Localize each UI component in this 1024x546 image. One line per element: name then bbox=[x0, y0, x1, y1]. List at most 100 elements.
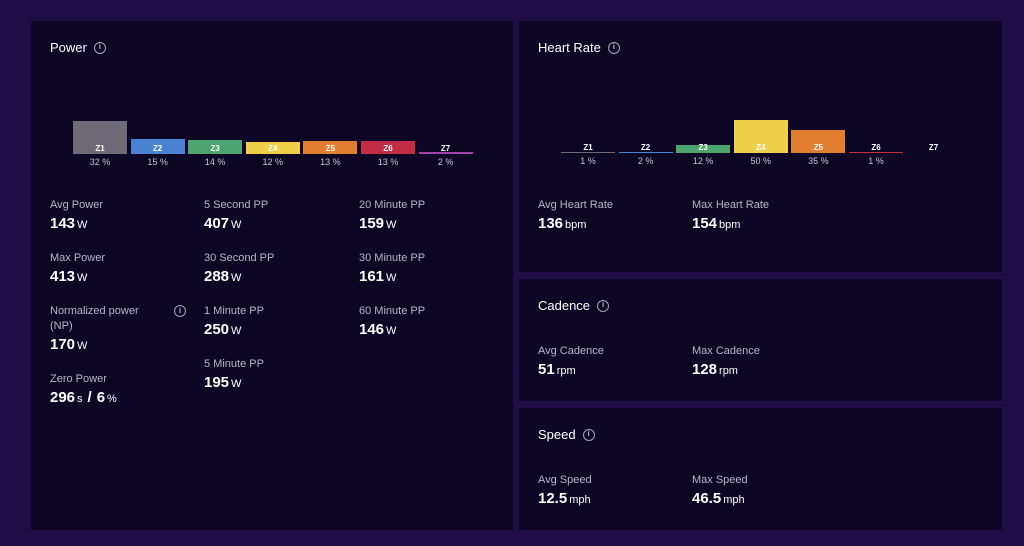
cadence-title: Cadence i bbox=[538, 298, 610, 313]
power-zone-z7: Z7 2 % bbox=[418, 121, 473, 167]
pp-30m-value: 161 W bbox=[359, 268, 397, 285]
power-zone-percent: 2 % bbox=[437, 157, 454, 167]
info-icon[interactable]: i bbox=[174, 305, 186, 317]
pp-30m-stat: 30 Minute PP 161 W bbox=[359, 251, 425, 285]
avg-heart-rate-stat: Avg Heart Rate 136 bpm bbox=[538, 198, 613, 232]
pp-60m-stat: 60 Minute PP 146 W bbox=[359, 304, 425, 338]
heart-rate-title-text: Heart Rate bbox=[538, 40, 601, 55]
info-icon[interactable]: i bbox=[582, 428, 595, 441]
heart-rate-zone-name: Z7 bbox=[928, 143, 939, 152]
power-zone-bar bbox=[188, 139, 243, 154]
avg-power-value: 143 W bbox=[50, 215, 88, 232]
pp-20m-value: 159 W bbox=[359, 215, 397, 232]
max-heart-rate-stat: Max Heart Rate 154 bpm bbox=[692, 198, 769, 232]
avg-cadence-label: Avg Cadence bbox=[538, 345, 604, 357]
max-heart-rate-value: 154 bpm bbox=[692, 215, 741, 232]
heart-rate-zone-z4: Z4 50 % bbox=[733, 120, 788, 166]
pp-5s-label: 5 Second PP bbox=[204, 199, 269, 211]
max-cadence-stat: Max Cadence 128 rpm bbox=[692, 344, 760, 378]
np-value: 170 W bbox=[50, 336, 88, 353]
power-zone-bar bbox=[245, 141, 300, 154]
speed-title: Speed i bbox=[538, 427, 595, 442]
pp-5m-label: 5 Minute PP bbox=[204, 358, 264, 370]
heart-rate-title: Heart Rate i bbox=[538, 40, 620, 55]
power-zone-percent: 15 % bbox=[147, 157, 168, 167]
pp-30m-label: 30 Minute PP bbox=[359, 252, 426, 264]
pp-60m-value: 146 W bbox=[359, 321, 397, 338]
power-zone-z3: Z3 14 % bbox=[188, 121, 243, 167]
heart-rate-zone-name: Z1 bbox=[583, 143, 593, 152]
speed-panel: Speed i Avg Speed 12.5 mph Max Speed 46.5… bbox=[519, 408, 1002, 530]
avg-cadence-value: 51 rpm bbox=[538, 361, 576, 378]
cadence-title-text: Cadence bbox=[538, 298, 591, 313]
max-speed-value: 46.5 mph bbox=[692, 490, 745, 507]
avg-cadence-stat: Avg Cadence 51 rpm bbox=[538, 344, 604, 378]
avg-speed-label: Avg Speed bbox=[538, 474, 592, 486]
max-power-label: Max Power bbox=[50, 252, 106, 264]
heart-rate-zone-bar bbox=[849, 151, 903, 153]
power-zone-bar bbox=[303, 140, 358, 154]
power-zone-name: Z5 bbox=[325, 144, 336, 153]
power-zone-percent: 13 % bbox=[320, 157, 341, 167]
pp-5s-stat: 5 Second PP 407 W bbox=[204, 198, 268, 232]
info-icon[interactable]: i bbox=[93, 41, 106, 54]
heart-rate-zone-name: Z5 bbox=[813, 143, 824, 152]
power-zone-name: Z2 bbox=[152, 144, 163, 153]
power-zone-bar bbox=[73, 121, 127, 154]
heart-rate-zone-bar bbox=[618, 151, 673, 153]
heart-rate-zone-bar bbox=[733, 120, 788, 153]
power-zone-percent: 32 % bbox=[89, 157, 111, 167]
zero-power-label: Zero Power bbox=[50, 373, 107, 385]
np-label: Normalized power (NP) bbox=[50, 305, 139, 332]
power-title-text: Power bbox=[50, 40, 87, 55]
power-zone-z1: Z1 32 % bbox=[73, 121, 127, 167]
heart-rate-zone-name: Z4 bbox=[756, 143, 766, 152]
pp-20m-stat: 20 Minute PP 159 W bbox=[359, 198, 425, 232]
pp-1m-stat: 1 Minute PP 250 W bbox=[204, 304, 264, 338]
heart-rate-zone-percent: 12 % bbox=[692, 156, 714, 166]
heart-rate-zone-percent: 35 % bbox=[808, 156, 829, 166]
max-speed-label: Max Speed bbox=[692, 474, 748, 486]
heart-rate-zone-z2: Z2 2 % bbox=[618, 120, 673, 166]
power-zone-percent: 14 % bbox=[204, 157, 226, 167]
avg-speed-value: 12.5 mph bbox=[538, 490, 591, 507]
speed-title-text: Speed bbox=[538, 427, 576, 442]
power-zone-name: Z1 bbox=[95, 144, 105, 153]
pp-5s-value: 407 W bbox=[204, 215, 242, 232]
heart-rate-zone-z1: Z1 1 % bbox=[561, 120, 615, 166]
pp-30s-stat: 30 Second PP 288 W bbox=[204, 251, 274, 285]
avg-power-label: Avg Power bbox=[50, 199, 103, 211]
heart-rate-zone-percent: 1 % bbox=[580, 156, 596, 166]
heart-rate-zone-z6: Z6 1 % bbox=[849, 120, 903, 166]
pp-5m-value: 195 W bbox=[204, 374, 242, 391]
heart-rate-zone-bar bbox=[791, 129, 846, 153]
power-zone-bar bbox=[361, 140, 415, 154]
info-icon[interactable]: i bbox=[607, 41, 620, 54]
heart-rate-zone-name: Z3 bbox=[698, 143, 708, 152]
power-zone-z6: Z6 13 % bbox=[361, 121, 415, 167]
power-zone-percent: 13 % bbox=[377, 157, 399, 167]
heart-rate-zone-percent: 50 % bbox=[750, 156, 772, 166]
pp-20m-label: 20 Minute PP bbox=[359, 199, 426, 211]
heart-rate-zone-name: Z6 bbox=[871, 143, 881, 152]
np-stat: Normalized power (NP) i 170 W bbox=[50, 304, 190, 353]
avg-power-stat: Avg Power 143 W bbox=[50, 198, 103, 232]
power-zone-bar bbox=[130, 138, 185, 154]
power-zone-chart: Z1 32 % Z2 15 % Z3 14 % Z4 12 % Z5 13 % Z6 13 % Z7 2 … bbox=[73, 121, 473, 167]
max-power-value: 413 W bbox=[50, 268, 88, 285]
cadence-panel: Cadence i Avg Cadence 51 rpm Max Cadence … bbox=[519, 279, 1002, 401]
power-zone-percent: 12 % bbox=[262, 157, 284, 167]
heart-rate-zone-percent: 1 % bbox=[868, 156, 884, 166]
pp-60m-label: 60 Minute PP bbox=[359, 305, 426, 317]
avg-heart-rate-label: Avg Heart Rate bbox=[538, 199, 614, 211]
heart-rate-zone-bar bbox=[676, 145, 731, 153]
heart-rate-zone-name: Z2 bbox=[640, 143, 651, 152]
power-zone-z2: Z2 15 % bbox=[130, 121, 185, 167]
max-cadence-value: 128 rpm bbox=[692, 361, 738, 378]
pp-30s-label: 30 Second PP bbox=[204, 252, 275, 264]
heart-rate-zone-z5: Z5 35 % bbox=[791, 120, 846, 166]
info-icon[interactable]: i bbox=[597, 299, 610, 312]
heart-rate-panel: Heart Rate i Z1 1 % Z2 2 % Z3 12 % Z4 50 % Z5 35 … bbox=[519, 21, 1002, 272]
max-power-stat: Max Power 413 W bbox=[50, 251, 105, 285]
power-zone-name: Z7 bbox=[440, 144, 451, 153]
